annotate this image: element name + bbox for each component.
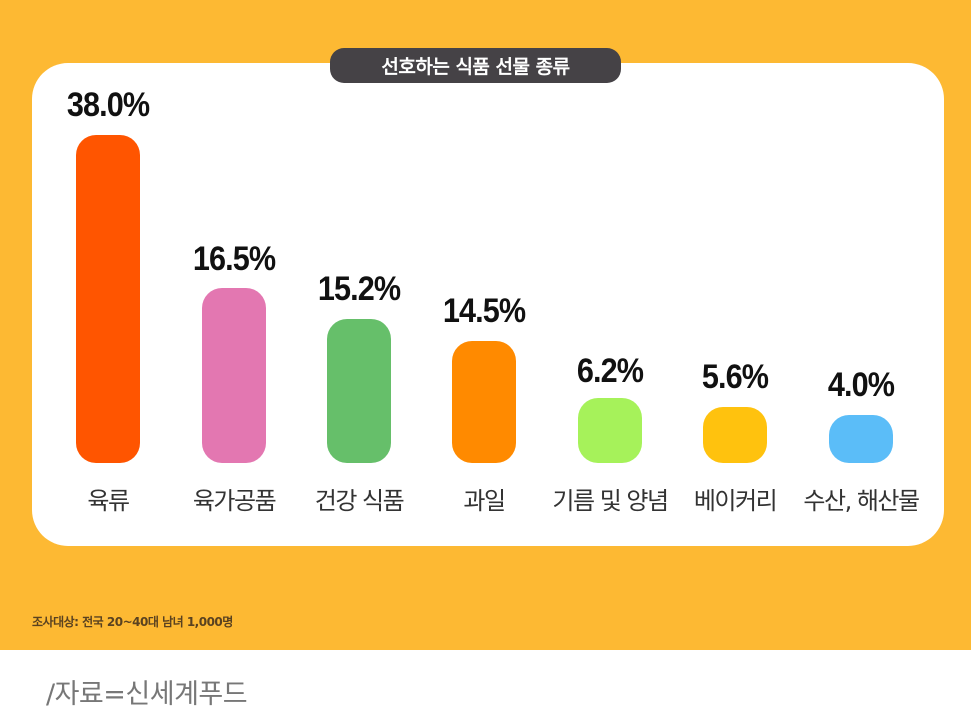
- value-label: 6.2%: [576, 352, 644, 390]
- value-label: 15.2%: [317, 270, 401, 308]
- bar-seafood: [829, 415, 893, 463]
- chart-card: [32, 63, 944, 546]
- category-label: 베이커리: [693, 487, 778, 515]
- bar-oil-seasoning: [578, 398, 642, 463]
- chart-panel: 선호하는 식품 선물 종류 38.0% 육류 16.5% 육가공품 15.2% …: [0, 0, 971, 650]
- bar-bakery: [703, 407, 767, 463]
- bar-health-food: [327, 319, 391, 463]
- value-label: 4.0%: [827, 366, 895, 404]
- bar-meat: [76, 135, 140, 463]
- category-label: 건강 식품: [314, 487, 405, 515]
- bar-fruit: [452, 341, 516, 463]
- category-label: 육류: [87, 487, 130, 515]
- value-label: 38.0%: [66, 86, 150, 124]
- value-label: 14.5%: [442, 292, 526, 330]
- category-label: 기름 및 양념: [552, 487, 669, 515]
- category-label: 육가공품: [192, 487, 277, 515]
- source-caption: /자료=신세계푸드: [46, 679, 248, 710]
- category-label: 과일: [463, 487, 506, 515]
- survey-footnote: 조사대상: 전국 20~40대 남녀 1,000명: [32, 615, 233, 629]
- chart-title: 선호하는 식품 선물 종류: [330, 48, 621, 83]
- value-label: 16.5%: [192, 240, 276, 278]
- bar-processed-meat: [202, 288, 266, 463]
- value-label: 5.6%: [701, 358, 769, 396]
- category-label: 수산, 해산물: [803, 487, 920, 515]
